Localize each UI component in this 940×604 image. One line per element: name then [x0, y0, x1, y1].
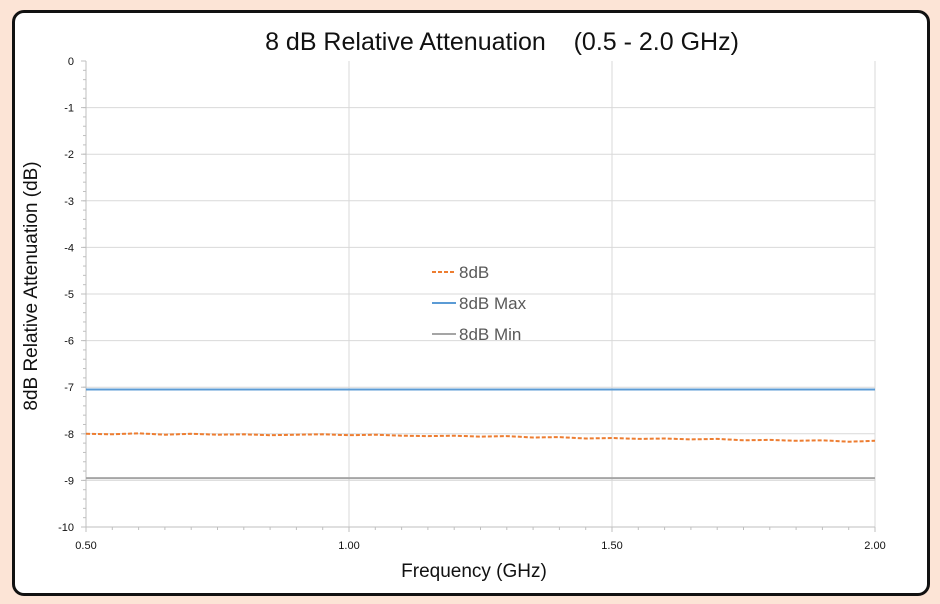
x-tick-label: 2.00 — [864, 540, 885, 552]
y-tick-label: -7 — [64, 382, 74, 394]
y-tick-label: -2 — [64, 149, 74, 161]
legend-label-0: 8dB — [459, 263, 489, 282]
x-tick-label: 0.50 — [75, 540, 96, 552]
legend-label-2: 8dB Min — [459, 325, 521, 344]
x-tick-label: 1.00 — [338, 540, 359, 552]
y-tick-label: -4 — [64, 242, 74, 254]
y-tick-label: -8 — [64, 429, 74, 441]
series-lines — [85, 388, 876, 480]
y-tick-label: -5 — [64, 289, 74, 301]
legend-label-1: 8dB Max — [459, 294, 527, 313]
x-tick-label: 1.50 — [601, 540, 622, 552]
axes: 0 -1 -2 -3 -4 -5 -6 -7 -8 -9 -100.50 1.00 1.50 2.00 — [58, 56, 886, 552]
y-tick-label: 0 — [68, 56, 74, 68]
y-tick-label: -10 — [58, 522, 74, 534]
legend: 8dB 8dB Max 8dB Min — [432, 263, 527, 344]
y-tick-label: -9 — [64, 475, 74, 487]
x-axis-label: Frequency (GHz) — [401, 561, 547, 582]
y-tick-label: -6 — [64, 336, 74, 348]
series-line-0 — [85, 432, 876, 443]
chart-title: 8 dB Relative Attenuation (0.5 - 2.0 GHz… — [265, 28, 739, 56]
y-tick-label: -3 — [64, 196, 74, 208]
y-tick-label: -1 — [64, 103, 74, 115]
y-axis-label: 8dB Relative Attenuation (dB) — [21, 161, 42, 410]
